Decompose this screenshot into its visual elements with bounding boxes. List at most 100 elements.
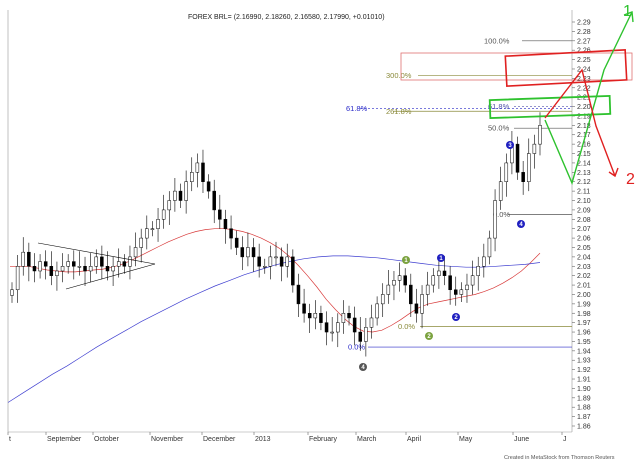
candle-body — [251, 247, 256, 258]
wave-marker — [425, 332, 433, 340]
candle-body — [167, 200, 172, 211]
y-tick-label: 2.25 — [577, 57, 591, 64]
wave-marker — [517, 220, 525, 228]
wave-marker — [359, 363, 367, 371]
y-tick-label: 2.02 — [577, 273, 591, 280]
candle-body — [66, 261, 70, 267]
candle-body — [313, 313, 318, 319]
candle-body — [128, 256, 132, 267]
candle-body — [72, 261, 76, 267]
candle-body — [234, 237, 239, 248]
candle-body — [324, 322, 329, 333]
y-tick-label: 1.99 — [577, 301, 591, 308]
y-tick-label: 2.12 — [577, 179, 591, 186]
candle-body — [139, 237, 143, 248]
candles — [10, 112, 542, 357]
ma-short-line — [10, 228, 541, 333]
y-tick-label: 2.16 — [577, 142, 591, 149]
candle-body — [498, 181, 503, 201]
y-tick-label: 2.13 — [577, 170, 591, 177]
y-tick-label: 2.20 — [577, 104, 591, 111]
y-tick-label: 2.04 — [577, 254, 591, 261]
x-tick-label: September — [47, 436, 82, 443]
y-tick-label: 2.06 — [577, 236, 591, 243]
candle-body — [246, 247, 250, 258]
x-tick-label: October — [94, 436, 120, 443]
candle-body — [94, 256, 99, 267]
candle-body — [330, 331, 334, 334]
candle-body — [274, 256, 278, 259]
fib-level-label: 61.8% — [488, 102, 510, 111]
y-tick-label: 1.89 — [577, 395, 591, 402]
candle-body — [150, 228, 155, 230]
candle-body — [268, 256, 273, 267]
y-tick-label: 1.88 — [577, 405, 591, 412]
target-zone-red — [504, 49, 628, 87]
candle-body — [212, 190, 216, 211]
candle-body — [341, 313, 346, 323]
candle-body — [116, 261, 121, 267]
candle-body — [32, 266, 37, 272]
y-tick-label: 2.26 — [577, 48, 591, 55]
candle-body — [279, 256, 284, 267]
x-tick-label: t — [9, 436, 11, 443]
candle-body — [380, 294, 385, 305]
candle-body — [482, 256, 486, 267]
y-tick-label: 2.01 — [577, 283, 591, 290]
candle-body — [392, 280, 396, 286]
x-tick-label: 2013 — [255, 436, 271, 443]
y-tick-label: 1.90 — [577, 386, 591, 393]
fib-levels: 100.0% 300.0% 61.8% 261.8% 61.8% 50.0% 0.0% 0.0… — [346, 36, 572, 352]
y-tick-label: 1.96 — [577, 330, 591, 337]
candle-body — [43, 261, 48, 267]
ma-long-line — [7, 255, 541, 403]
chart-header: FOREX BRL= (2.16990, 2.18260, 2.16580, 2… — [188, 14, 385, 21]
candle-body — [302, 303, 306, 314]
candle-body — [431, 275, 436, 286]
fib-level-label: 50.0% — [488, 124, 510, 133]
y-tick-label: 1.92 — [577, 367, 591, 374]
candle-body — [38, 261, 42, 272]
candle-body — [285, 256, 289, 267]
candle-body — [493, 200, 497, 239]
y-tick-label: 2.17 — [577, 132, 591, 139]
scenario-arrowhead-green — [623, 11, 634, 23]
fib-level-label: 61.8% — [346, 104, 368, 113]
x-tick-label: June — [514, 436, 529, 443]
candle-body — [319, 313, 323, 323]
wave-labels: 1 2 1 2 3 4 4 — [359, 141, 525, 371]
candle-body — [515, 143, 520, 173]
y-tick-label: 2.15 — [577, 151, 591, 158]
scenario-label: 1 — [623, 3, 632, 20]
candle-body — [240, 247, 245, 258]
candle-body — [369, 317, 374, 328]
y-tick-label: 2.03 — [577, 264, 591, 271]
y-tick-label: 2.11 — [577, 189, 590, 196]
candle-body — [532, 143, 537, 154]
target-zone-small — [400, 52, 633, 81]
wave-label: 1 — [439, 256, 443, 262]
y-tick-label: 2.18 — [577, 123, 591, 130]
y-tick-label: 2.21 — [577, 95, 591, 102]
y-axis: 1.86 1.87 1.88 1.89 1.90 1.91 1.92 1.93 1.94 1.95… — [572, 20, 591, 431]
candle-body — [403, 275, 407, 286]
y-tick-label: 1.93 — [577, 358, 591, 365]
x-tick-label: April — [407, 436, 421, 443]
candle-body — [201, 162, 205, 182]
x-tick-label: December — [203, 436, 236, 443]
candle-body — [60, 266, 65, 272]
candle-body — [375, 303, 379, 319]
fib-level-label: 261.8% — [386, 107, 412, 116]
candle-body — [420, 294, 424, 314]
candle-body — [145, 228, 149, 239]
candle-body — [437, 270, 441, 276]
candle-body — [448, 275, 452, 291]
candle-body — [336, 322, 340, 333]
x-tick-label: May — [459, 436, 473, 443]
wave-marker — [402, 256, 410, 264]
candle-body — [49, 266, 54, 276]
candle-body — [206, 181, 211, 192]
candle-body — [10, 289, 14, 296]
wave-label: 1 — [404, 258, 408, 264]
candle-body — [263, 266, 267, 268]
